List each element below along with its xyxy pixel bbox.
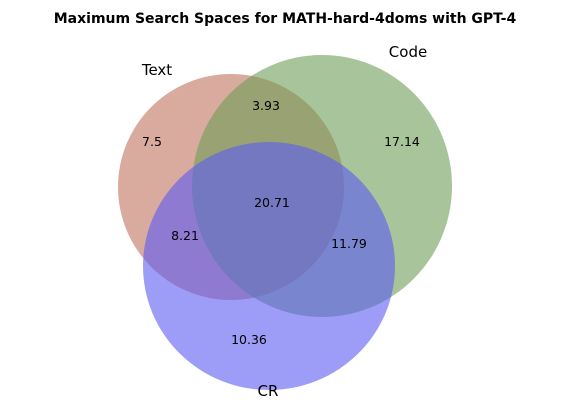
set-label-code: Code: [389, 43, 427, 61]
region-label-all: 20.71: [254, 195, 290, 210]
set-label-cr: CR: [258, 382, 279, 400]
region-label-text-only: 7.5: [142, 134, 162, 149]
diagram-title: Maximum Search Spaces for MATH-hard-4dom…: [54, 11, 517, 27]
region-label-text-code: 3.93: [252, 98, 280, 113]
region-label-cr-only: 10.36: [231, 332, 267, 347]
region-label-text-cr: 8.21: [171, 228, 199, 243]
set-label-text: Text: [141, 61, 172, 79]
region-label-code-cr: 11.79: [331, 236, 367, 251]
region-label-code-only: 17.14: [384, 134, 420, 149]
set-circle-cr: [143, 142, 395, 390]
